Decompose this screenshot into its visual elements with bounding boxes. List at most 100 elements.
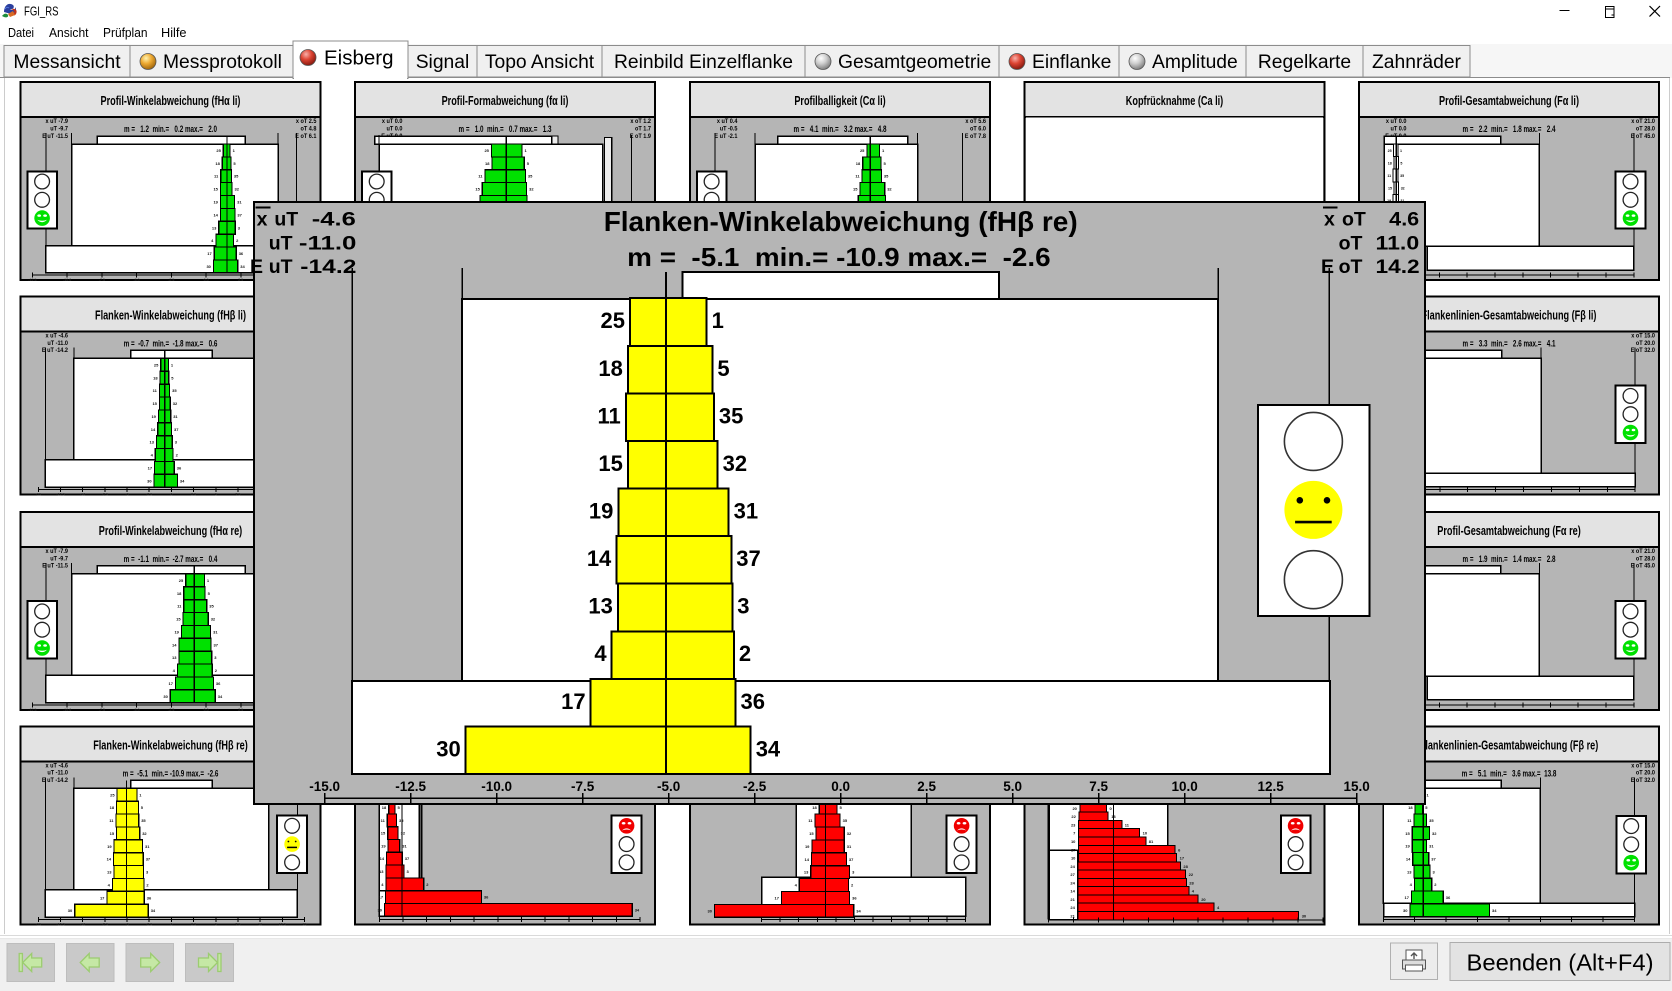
svg-text:Prüfplan: Prüfplan xyxy=(103,25,148,40)
svg-text:11: 11 xyxy=(478,174,483,179)
svg-text:15: 15 xyxy=(475,187,480,192)
svg-text:4.6: 4.6 xyxy=(1389,209,1419,231)
svg-text:14: 14 xyxy=(107,857,112,862)
svg-text:35: 35 xyxy=(719,403,743,428)
svg-text:14: 14 xyxy=(805,857,810,862)
svg-text:uT -9.7: uT -9.7 xyxy=(50,555,68,562)
svg-text:-7.5: -7.5 xyxy=(571,779,595,794)
svg-text:x oT 15.0: x oT 15.0 xyxy=(1631,762,1655,769)
svg-text:2: 2 xyxy=(1434,882,1437,887)
svg-text:11: 11 xyxy=(1387,174,1391,178)
svg-text:37: 37 xyxy=(1431,857,1436,862)
svg-text:15: 15 xyxy=(598,451,622,476)
svg-text:32: 32 xyxy=(887,187,892,192)
svg-text:17: 17 xyxy=(561,689,585,714)
svg-text:x uT 0.0: x uT 0.0 xyxy=(382,118,403,125)
svg-text:14: 14 xyxy=(213,212,218,217)
svg-text:36: 36 xyxy=(484,895,489,900)
svg-text:18: 18 xyxy=(110,805,115,810)
svg-text:5: 5 xyxy=(215,922,217,926)
svg-text:12.5: 12.5 xyxy=(279,922,286,926)
svg-text:18: 18 xyxy=(485,161,490,166)
svg-text:30: 30 xyxy=(1403,908,1408,913)
svg-text:oT: oT xyxy=(1339,256,1363,278)
svg-text:34: 34 xyxy=(180,478,185,483)
svg-text:19: 19 xyxy=(107,844,112,849)
svg-text:-7.5: -7.5 xyxy=(102,492,108,496)
svg-text:-2.5: -2.5 xyxy=(743,779,767,794)
svg-text:uT -0.5: uT -0.5 xyxy=(720,125,738,132)
svg-text:oT 6.0: oT 6.0 xyxy=(970,125,986,132)
svg-text:34: 34 xyxy=(1492,908,1497,913)
svg-text:0.0: 0.0 xyxy=(204,708,209,712)
svg-text:Profil-Winkelabweichung (fHα r: Profil-Winkelabweichung (fHα re) xyxy=(99,524,242,538)
svg-text:15: 15 xyxy=(1405,831,1410,836)
svg-text:15.0: 15.0 xyxy=(1343,779,1369,794)
svg-text:3: 3 xyxy=(737,594,749,619)
svg-text:30: 30 xyxy=(1302,914,1307,919)
svg-text:17: 17 xyxy=(1180,856,1185,861)
svg-text:-2.5: -2.5 xyxy=(146,922,152,926)
svg-text:m = -1.1 min.= -2.7 max.=: m = -1.1 min.= -2.7 max.= 0.4 xyxy=(124,554,218,564)
svg-text:FGI_RS: FGI_RS xyxy=(24,5,59,19)
svg-text:2: 2 xyxy=(739,641,751,666)
svg-text:25: 25 xyxy=(1388,149,1392,153)
svg-text:E oT 32.0: E oT 32.0 xyxy=(1631,347,1655,354)
svg-text:37: 37 xyxy=(174,427,179,432)
svg-text:Flanken-Winkelabweichung (fHβ: Flanken-Winkelabweichung (fHβ re) xyxy=(604,206,1078,237)
svg-text:32: 32 xyxy=(401,831,406,836)
svg-text:15: 15 xyxy=(152,401,157,406)
svg-text:10: 10 xyxy=(1071,839,1076,844)
svg-text:15: 15 xyxy=(110,831,115,836)
svg-text:Zahnräder: Zahnräder xyxy=(1372,52,1462,73)
svg-text:31: 31 xyxy=(173,414,178,419)
svg-text:14: 14 xyxy=(380,856,385,861)
svg-text:E uT -11.5: E uT -11.5 xyxy=(42,563,68,570)
svg-text:18: 18 xyxy=(1408,805,1413,810)
svg-text:30: 30 xyxy=(68,908,73,913)
svg-text:31: 31 xyxy=(847,844,852,849)
svg-text:4: 4 xyxy=(1192,889,1195,894)
svg-text:3: 3 xyxy=(852,870,855,875)
svg-text:x: x xyxy=(1324,209,1335,231)
svg-text:14: 14 xyxy=(587,546,612,571)
svg-text:4: 4 xyxy=(1410,882,1413,887)
svg-text:m = 3.3 min.= 2.6 max.=: m = 3.3 min.= 2.6 max.= 4.1 xyxy=(1463,338,1556,348)
svg-text:18: 18 xyxy=(1111,814,1116,819)
svg-text:36: 36 xyxy=(1446,895,1451,900)
svg-text:-10.0: -10.0 xyxy=(63,278,71,282)
svg-text:-12.5: -12.5 xyxy=(395,779,426,794)
svg-text:18: 18 xyxy=(598,356,622,381)
svg-text:4: 4 xyxy=(151,453,154,458)
svg-text:-7.5: -7.5 xyxy=(102,922,108,926)
svg-text:-7.5: -7.5 xyxy=(99,278,105,282)
svg-text:5: 5 xyxy=(840,805,843,810)
svg-text:5: 5 xyxy=(208,591,211,596)
svg-text:24: 24 xyxy=(1070,905,1075,910)
svg-text:34: 34 xyxy=(635,907,640,912)
svg-text:Messansicht: Messansicht xyxy=(13,52,121,73)
svg-text:Flankenlinien-Gesamtabweichung: Flankenlinien-Gesamtabweichung (Fβ li) xyxy=(1422,308,1597,322)
svg-text:0.0: 0.0 xyxy=(204,278,209,282)
svg-text:-2.5: -2.5 xyxy=(168,708,174,712)
svg-text:15: 15 xyxy=(381,831,386,836)
svg-text:25: 25 xyxy=(601,308,625,333)
svg-text:m = 1.2 min.= 0.2 max.=: m = 1.2 min.= 0.2 max.= 2.0 xyxy=(124,124,217,134)
svg-text:oT 28.0: oT 28.0 xyxy=(1636,555,1655,562)
svg-text:4: 4 xyxy=(108,882,111,887)
svg-text:13: 13 xyxy=(379,869,384,874)
svg-text:-10: -10 xyxy=(80,922,85,926)
svg-text:2.5: 2.5 xyxy=(238,708,243,712)
svg-text:uT: uT xyxy=(269,256,293,278)
svg-text:x: x xyxy=(257,209,268,231)
svg-text:uT 0.0: uT 0.0 xyxy=(387,125,403,132)
svg-text:11: 11 xyxy=(1125,822,1130,827)
svg-text:4: 4 xyxy=(211,238,214,243)
svg-text:uT -9.7: uT -9.7 xyxy=(50,125,68,132)
svg-text:14.2: 14.2 xyxy=(1376,256,1420,278)
svg-text:Beenden (Alt+F4): Beenden (Alt+F4) xyxy=(1467,950,1654,976)
svg-text:-15.0: -15.0 xyxy=(309,779,340,794)
svg-text:36: 36 xyxy=(216,681,221,686)
svg-text:E oT 45.0: E oT 45.0 xyxy=(1631,133,1655,140)
svg-text:15: 15 xyxy=(1388,187,1392,191)
